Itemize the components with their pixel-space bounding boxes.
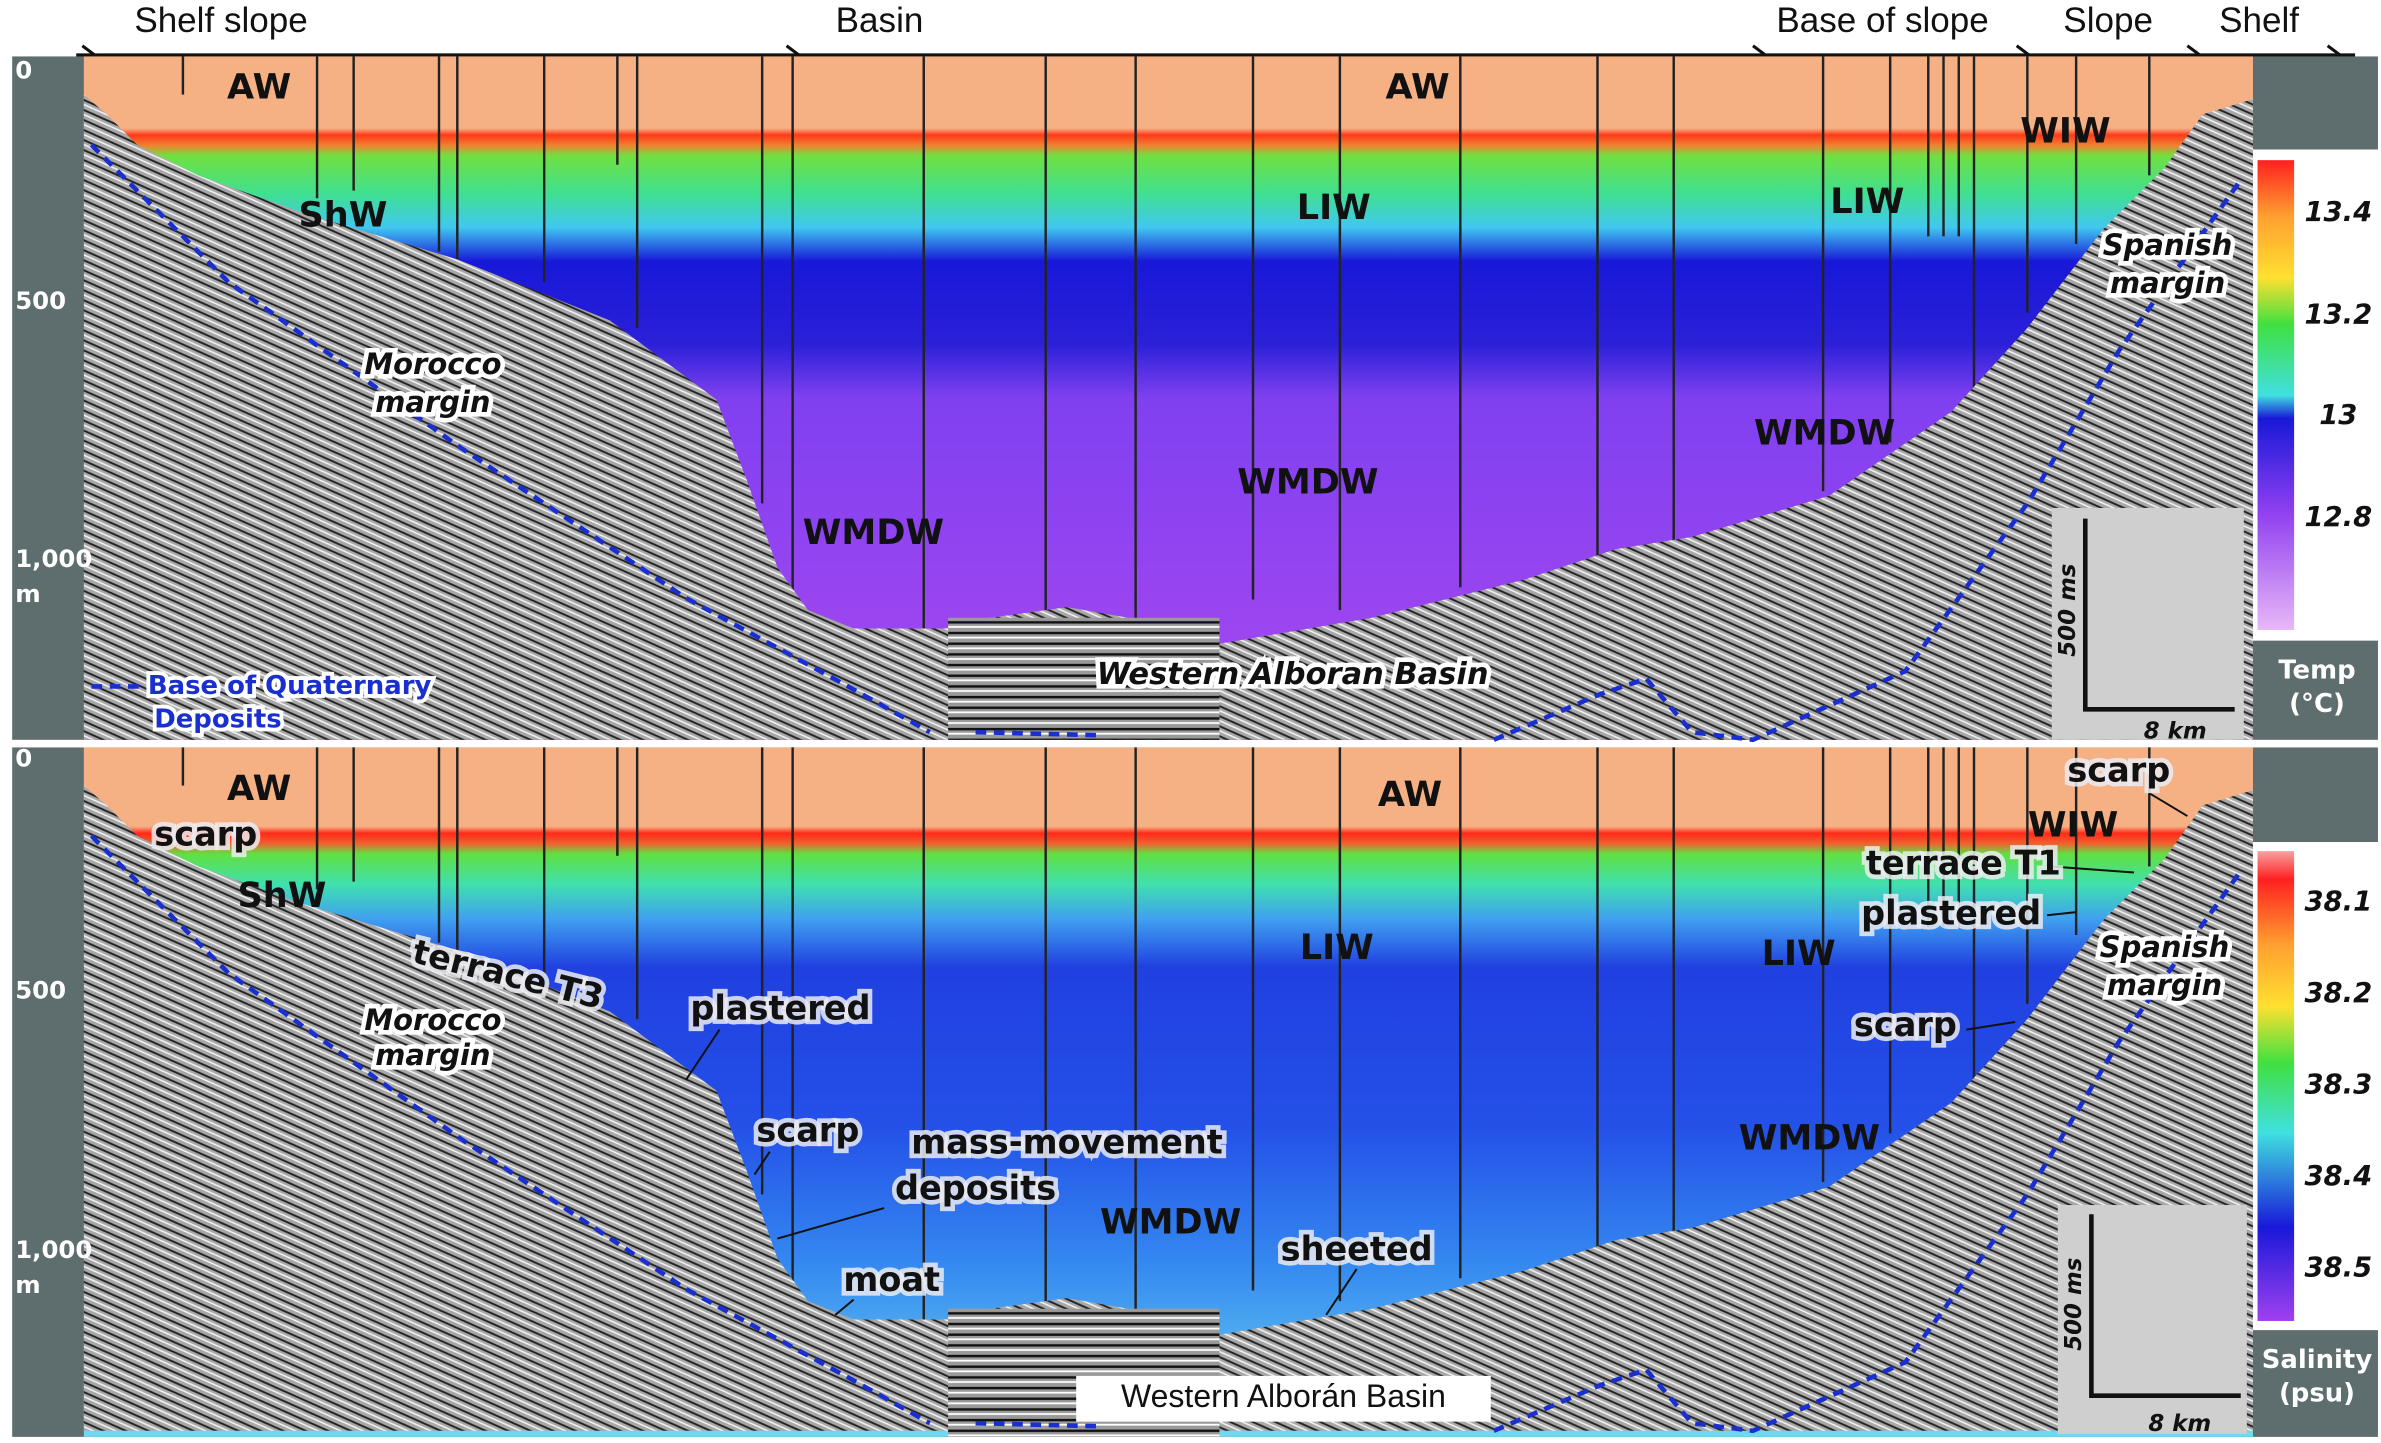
margin-label: Spanish xyxy=(2103,228,2233,262)
scale-label: 8 km xyxy=(2144,719,2207,745)
margin-label: margin xyxy=(375,385,490,419)
depth-label: 1,000 xyxy=(15,1235,92,1264)
water-mass-label: AW xyxy=(1378,774,1442,815)
feature-label: scarp xyxy=(2067,750,2170,789)
water-mass-label: LIW xyxy=(1297,187,1371,228)
water-mass-label: WMDW xyxy=(1754,413,1895,454)
basin-label: Western Alborán Basin xyxy=(1121,1378,1446,1414)
zone-arrows xyxy=(81,44,2343,66)
basin-label-box xyxy=(1076,1375,1491,1422)
colorbar xyxy=(2257,160,2295,630)
legend-label: Base of Quaternary xyxy=(148,671,432,701)
colorbar xyxy=(2257,851,2295,1321)
colorbar-title: Temp xyxy=(2278,656,2355,686)
feature-label: scarp xyxy=(1854,1005,1957,1044)
water-mass-label: LIW xyxy=(1762,933,1836,974)
panel-temperature xyxy=(12,55,2378,740)
water-mass-label: AW xyxy=(227,66,291,107)
colorbar-tick: 38.3 xyxy=(2304,1070,2372,1101)
margin-label: margin xyxy=(2107,968,2222,1002)
water-mass-label: ShW xyxy=(299,195,388,236)
feature-label: terrace T1 xyxy=(1866,843,2061,882)
depth-label: 0 xyxy=(15,56,32,85)
water-mass-label: WIW xyxy=(2020,111,2110,152)
annotation-arrows xyxy=(685,792,2188,1316)
colorbar-title: (psu) xyxy=(2279,1379,2355,1409)
colorbar-title: Salinity xyxy=(2262,1345,2373,1375)
basin-label: Western Alboran Basin xyxy=(1097,657,1489,692)
zone-label: Base of slope xyxy=(1776,1,1988,40)
colorbar-tick: 38.4 xyxy=(2304,1161,2372,1192)
scale-label: 8 km xyxy=(2148,1411,2211,1437)
scale-label: 500 ms xyxy=(2055,564,2081,657)
scale-bars xyxy=(2089,1214,2241,1399)
margin-label: margin xyxy=(375,1038,490,1072)
colorbar-tick: 38.2 xyxy=(2304,978,2372,1009)
feature-label: scarp xyxy=(154,814,257,853)
panel-salinity xyxy=(12,746,2378,1437)
water-mass-label: WMDW xyxy=(1100,1201,1241,1242)
colorbar-tick: 12.8 xyxy=(2304,502,2372,533)
margin-label: Spanish xyxy=(2100,930,2230,964)
depth-label: 1,000 xyxy=(15,544,92,573)
feature-label: mass-movement xyxy=(911,1123,1222,1162)
depth-label: m xyxy=(15,1270,40,1299)
water-mass-label: WMDW xyxy=(803,512,944,553)
zone-label: Basin xyxy=(836,1,924,40)
colorbar-tick: 38.1 xyxy=(2304,887,2372,918)
scale-bars xyxy=(2082,518,2235,712)
water-mass-label: WIW xyxy=(2028,805,2118,846)
margin-label: margin xyxy=(2110,266,2225,300)
feature-label: sheeted xyxy=(1281,1229,1433,1268)
scale-label: 500 ms xyxy=(2061,1258,2087,1351)
colorbar-tick: 13.2 xyxy=(2304,299,2372,330)
colorbar-tick: 13 xyxy=(2319,400,2357,431)
zone-label: Shelf slope xyxy=(134,1,307,40)
feature-label: scarp xyxy=(756,1110,859,1149)
feature-label: moat xyxy=(843,1260,940,1299)
feature-label: deposits xyxy=(895,1168,1056,1207)
depth-label: m xyxy=(15,579,40,608)
margin-label: Morocco xyxy=(364,1003,501,1037)
depth-label: 500 xyxy=(15,975,66,1004)
water-mass-label: LIW xyxy=(1300,927,1374,968)
water-mass-label: AW xyxy=(1386,66,1450,107)
colorbar-tick: 38.5 xyxy=(2304,1253,2372,1284)
water-mass-label: LIW xyxy=(1830,181,1904,222)
water-mass-label: WMDW xyxy=(1739,1117,1880,1158)
colorbar-title: (°C) xyxy=(2289,689,2345,719)
zone-label: Slope xyxy=(2063,1,2153,40)
margin-label: Morocco xyxy=(364,347,501,381)
feature-label: plastered xyxy=(690,988,870,1027)
depth-label: 0 xyxy=(15,744,32,773)
colorbar-tick: 13.4 xyxy=(2304,197,2372,228)
zone-label: Shelf xyxy=(2219,1,2299,40)
depth-label: 500 xyxy=(15,286,66,315)
water-mass-label: WMDW xyxy=(1237,462,1378,503)
water-mass-label: ShW xyxy=(238,875,327,916)
water-mass-label: AW xyxy=(227,768,291,809)
basin-strata xyxy=(948,617,1220,740)
legend-label: Deposits xyxy=(154,704,281,734)
feature-label: plastered xyxy=(1861,894,2041,933)
